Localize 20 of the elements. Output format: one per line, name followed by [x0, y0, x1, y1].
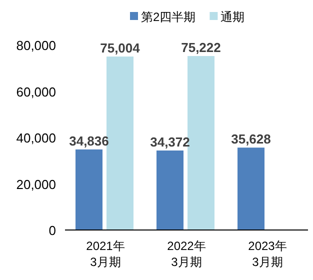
y-tick-label: 40,000 [16, 130, 56, 146]
y-tick-label: 60,000 [16, 84, 56, 100]
bar [106, 56, 134, 230]
y-tick-label: 80,000 [16, 38, 56, 53]
data-label: 75,004 [100, 40, 141, 56]
x-tick-label: 2022年 3月期 [167, 239, 206, 269]
bar [188, 56, 214, 230]
data-label: 34,372 [150, 134, 190, 150]
data-label: 34,836 [69, 133, 109, 148]
data-label: 75,222 [181, 40, 221, 56]
bar [76, 149, 102, 230]
x-tick-label: 2021年 3月期 [86, 239, 125, 269]
y-tick-label: 20,000 [16, 176, 56, 192]
legend-label: 第2四半期 [141, 10, 196, 24]
bar [238, 148, 264, 230]
legend-label: 通期 [220, 10, 245, 24]
y-tick-label: 0 [48, 223, 56, 238]
x-tick-label: 2023年 3月期 [248, 239, 287, 269]
data-label: 35,628 [231, 132, 271, 147]
bar [156, 150, 184, 230]
